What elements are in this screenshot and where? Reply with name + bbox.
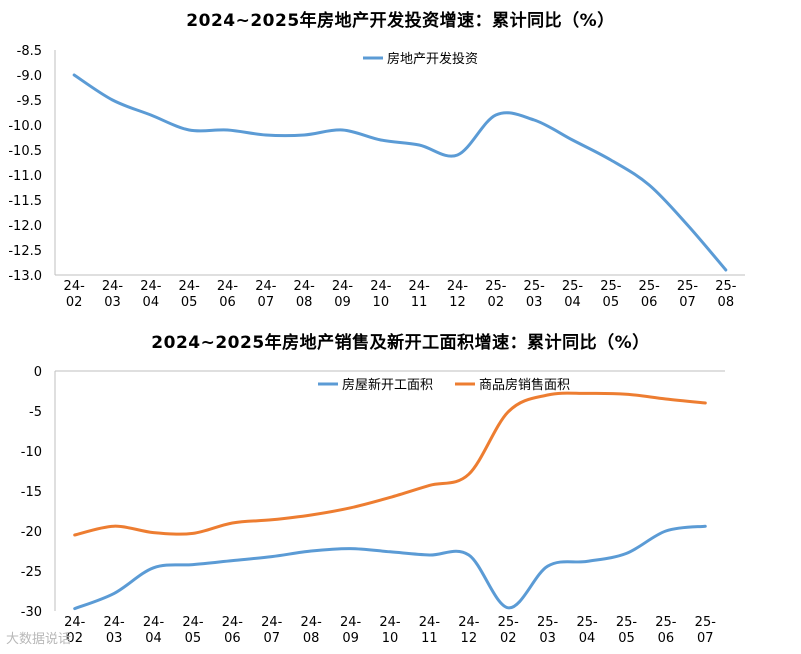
chart1-title: 2024~2025年房地产开发投资增速：累计同比（%）: [186, 11, 615, 31]
chart2-xtick: 24-02: [64, 615, 86, 646]
chart2-legend-label: 商品房销售面积: [479, 377, 570, 393]
chart2-xtick: 24-10: [379, 615, 401, 646]
chart1-xtick: 24-05: [179, 279, 201, 310]
chart1-ytick: -13.0: [8, 269, 42, 284]
chart1-xtick: 24-12: [447, 279, 469, 310]
chart2-xtick: 24-05: [182, 615, 204, 646]
chart1-ytick: -10.0: [8, 119, 42, 134]
chart2-xtick: 24-08: [301, 615, 323, 646]
chart2-ytick: -25: [21, 565, 42, 580]
chart1-ytick: -11.0: [8, 169, 42, 184]
chart1-ytick: -11.5: [8, 194, 42, 209]
chart1-xtick: 24-07: [255, 279, 277, 310]
chart1-xtick: 25-05: [600, 279, 622, 310]
chart1-xtick: 24-03: [102, 279, 124, 310]
chart2-ytick: -30: [21, 605, 42, 620]
chart2-ytick: -20: [21, 525, 42, 540]
chart1-legend-label: 房地产开发投资: [387, 51, 478, 67]
chart2-xtick: 25-04: [576, 615, 598, 646]
watermark: 大数据说话: [6, 632, 72, 647]
chart1-xtick: 25-03: [524, 279, 546, 310]
chart1-xtick: 25-04: [562, 279, 584, 310]
chart1-ytick: -8.5: [17, 44, 42, 59]
chart2-ytick: 0: [34, 365, 42, 380]
chart2-xtick: 25-07: [695, 615, 717, 646]
chart1-xtick: 24-06: [217, 279, 239, 310]
chart2-series-1-line: [73, 391, 707, 537]
chart2-ytick: -10: [21, 445, 42, 460]
chart2-xtick: 24-09: [340, 615, 362, 646]
chart1-xtick: 24-10: [370, 279, 392, 310]
chart2-legend-label: 房屋新开工面积: [342, 377, 433, 393]
chart2-xtick: 24-07: [261, 615, 283, 646]
chart1-xtick: 25-08: [715, 279, 737, 310]
chart2-xtick: 25-02: [498, 615, 520, 646]
chart2-xtick: 25-05: [616, 615, 638, 646]
chart1-xtick: 24-11: [409, 279, 431, 310]
chart2-xtick: 24-03: [104, 615, 126, 646]
chart1-xtick: 25-07: [677, 279, 699, 310]
chart2-xtick: 24-11: [419, 615, 441, 646]
chart1-ytick: -12.5: [8, 244, 42, 259]
chart2-ytick: -5: [29, 405, 42, 420]
chart1-ytick: -12.0: [8, 219, 42, 234]
chart1-xtick: 25-06: [639, 279, 661, 310]
chart2-xtick: 25-03: [537, 615, 559, 646]
chart2-ytick: -15: [21, 485, 42, 500]
chart2-xtick: 24-12: [458, 615, 480, 646]
chart1-series-0-line: [72, 73, 728, 272]
chart2-series-0-line: [73, 524, 707, 611]
chart1-xtick: 24-04: [140, 279, 162, 310]
chart1-xtick: 25-02: [485, 279, 507, 310]
chart1-ytick: -9.5: [17, 94, 42, 109]
chart1-ytick: -9.0: [17, 69, 42, 84]
chart1-xtick: 24-09: [332, 279, 354, 310]
chart1-xtick: 24-02: [64, 279, 86, 310]
chart2-xtick: 24-04: [143, 615, 165, 646]
chart2-xtick: 24-06: [222, 615, 244, 646]
chart1-xtick: 24-08: [294, 279, 316, 310]
chart1-ytick: -10.5: [8, 144, 42, 159]
chart2-xtick: 25-06: [655, 615, 677, 646]
chart2-title: 2024~2025年房地产销售及新开工面积增速：累计同比（%）: [151, 333, 650, 353]
